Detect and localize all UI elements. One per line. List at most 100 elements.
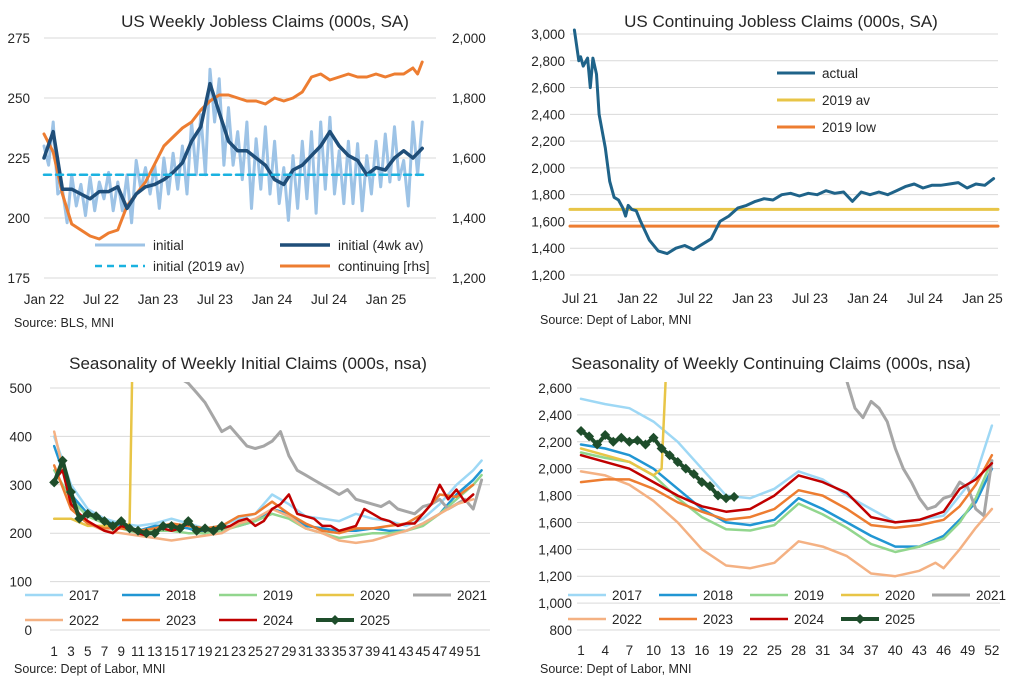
x-tick-label: 15: [164, 644, 179, 659]
legend-marker-2025: [855, 614, 865, 624]
series-marker-2025: [664, 450, 675, 461]
series-marker-2025: [124, 523, 135, 534]
x-tick-label: 1: [577, 643, 585, 658]
y2-tick-label: 1,800: [452, 91, 486, 106]
series-line-continuing-rhs: [42, 60, 424, 241]
x-tick-label: 13: [670, 643, 685, 658]
y-tick-label: 1,600: [538, 515, 572, 530]
legend: 2017 2018 2019 2020 2021 2022 2023 2024 2025: [25, 588, 487, 628]
chart-source: Source: Dept of Labor, MNI: [14, 662, 165, 676]
x-tick-label: 39: [365, 644, 380, 659]
x-tick-label: 37: [348, 644, 363, 659]
series-marker-2025: [592, 439, 603, 450]
x-tick-label: 16: [694, 643, 709, 658]
series-marker-2025: [141, 528, 152, 539]
legend-label-2024: 2024: [794, 612, 825, 627]
x-tick-label: Jan 24: [252, 292, 293, 307]
x-tick-label: Jan 24: [847, 291, 888, 306]
x-tick-label: 37: [864, 643, 879, 658]
y-tick-label: 2,200: [531, 134, 565, 149]
series-marker-2025: [158, 520, 169, 531]
plot-area: [42, 60, 429, 241]
x-tick-label: 27: [265, 644, 280, 659]
y-tick-label: 2,400: [538, 408, 572, 423]
x-tick-label: 49: [449, 644, 464, 659]
x-tick-label: Jan 22: [617, 291, 658, 306]
continuing-jobless-claims-chart: US Continuing Jobless Claims (000s, SA) …: [531, 12, 1003, 327]
y-tick-label: 2,000: [538, 462, 572, 477]
y-tick-label: 2,600: [531, 81, 565, 96]
series-marker-2025: [576, 426, 587, 437]
x-tick-label: 31: [298, 644, 313, 659]
x-tick-label: 3: [67, 644, 75, 659]
x-tick-label: 41: [382, 644, 397, 659]
x-tick-label: Jul 23: [792, 291, 828, 306]
y-tick-label: 2,200: [538, 435, 572, 450]
series-marker-2025: [616, 432, 627, 443]
series-marker-2025: [57, 455, 68, 466]
series-line-2018: [579, 443, 994, 548]
y-tick-label: 1,600: [531, 214, 565, 229]
plot-area: [576, 382, 994, 578]
legend: initial initial (4wk av) initial (2019 a…: [95, 238, 430, 274]
x-tick-label: 43: [399, 644, 414, 659]
x-tick-label: 19: [719, 643, 734, 658]
y-tick-label: 1,400: [531, 241, 565, 256]
series-line-2023: [579, 453, 994, 530]
x-tick-label: 17: [181, 644, 196, 659]
series-line-2022: [579, 470, 994, 578]
y2-tick-label: 2,000: [452, 31, 486, 46]
series-marker-2025: [49, 477, 60, 488]
y-tick-label: 200: [9, 526, 32, 541]
series-marker-2025: [584, 431, 595, 442]
y-tick-label: 2,400: [531, 107, 565, 122]
legend-label-2018: 2018: [166, 588, 196, 603]
x-tick-label: Jul 23: [197, 292, 233, 307]
x-tick-label: Jul 24: [907, 291, 944, 306]
series-marker-2025: [648, 432, 659, 443]
series-marker-2025: [713, 490, 723, 501]
x-tick-label: 9: [117, 644, 125, 659]
y-tick-label: 3,000: [531, 27, 565, 42]
legend-label-2017: 2017: [69, 588, 99, 603]
series-marker-2025: [656, 443, 667, 454]
x-tick-label: 43: [912, 643, 927, 658]
gridlines: [570, 33, 998, 276]
y-axis-left: 500 400 300 200 100 0: [9, 381, 32, 638]
series-marker-2025: [721, 493, 732, 504]
legend-label-2024: 2024: [263, 613, 294, 628]
series-marker-2025: [696, 477, 707, 488]
x-tick-label: 45: [415, 644, 430, 659]
y-axis-left: 2,600 2,400 2,200 2,000 1,800 1,600 1,400 1,200…: [538, 381, 572, 638]
legend-label-2025: 2025: [885, 612, 915, 627]
x-tick-label: 34: [839, 643, 855, 658]
y-tick-label: 1,800: [531, 188, 565, 203]
x-tick-label: 31: [815, 643, 830, 658]
x-tick-label: 4: [601, 643, 609, 658]
y-tick-label: 2,800: [531, 54, 565, 69]
series-marker-2025: [624, 436, 635, 447]
y-tick-label: 300: [9, 478, 32, 493]
x-tick-label: 28: [791, 643, 806, 658]
series-line-2020: [579, 382, 667, 477]
x-tick-label: Jan 23: [732, 291, 773, 306]
y-axis-left: 3,000 2,800 2,600 2,400 2,200 2,000 1,800 1,600…: [531, 27, 565, 283]
series-marker-2025: [166, 520, 177, 531]
chart-title: US Continuing Jobless Claims (000s, SA): [624, 12, 938, 31]
x-tick-label: 33: [315, 644, 330, 659]
y-tick-label: 1,400: [538, 542, 572, 557]
chart-source: Source: BLS, MNI: [14, 316, 114, 330]
legend-label-2017: 2017: [612, 588, 642, 603]
x-tick-label: Jul 21: [562, 291, 598, 306]
legend-label-2021: 2021: [976, 588, 1006, 603]
series-marker-2025: [107, 520, 118, 531]
chart-title: US Weekly Jobless Claims (000s, SA): [121, 12, 409, 31]
plot-area: [568, 28, 1000, 256]
series-marker-2025: [191, 525, 202, 536]
x-axis: Jul 21 Jan 22 Jul 22 Jan 23 Jul 23 Jan 24 Jul …: [562, 291, 1003, 306]
x-tick-label: Jul 22: [677, 291, 713, 306]
x-tick-label: 46: [936, 643, 951, 658]
y2-tick-label: 1,400: [452, 211, 486, 226]
